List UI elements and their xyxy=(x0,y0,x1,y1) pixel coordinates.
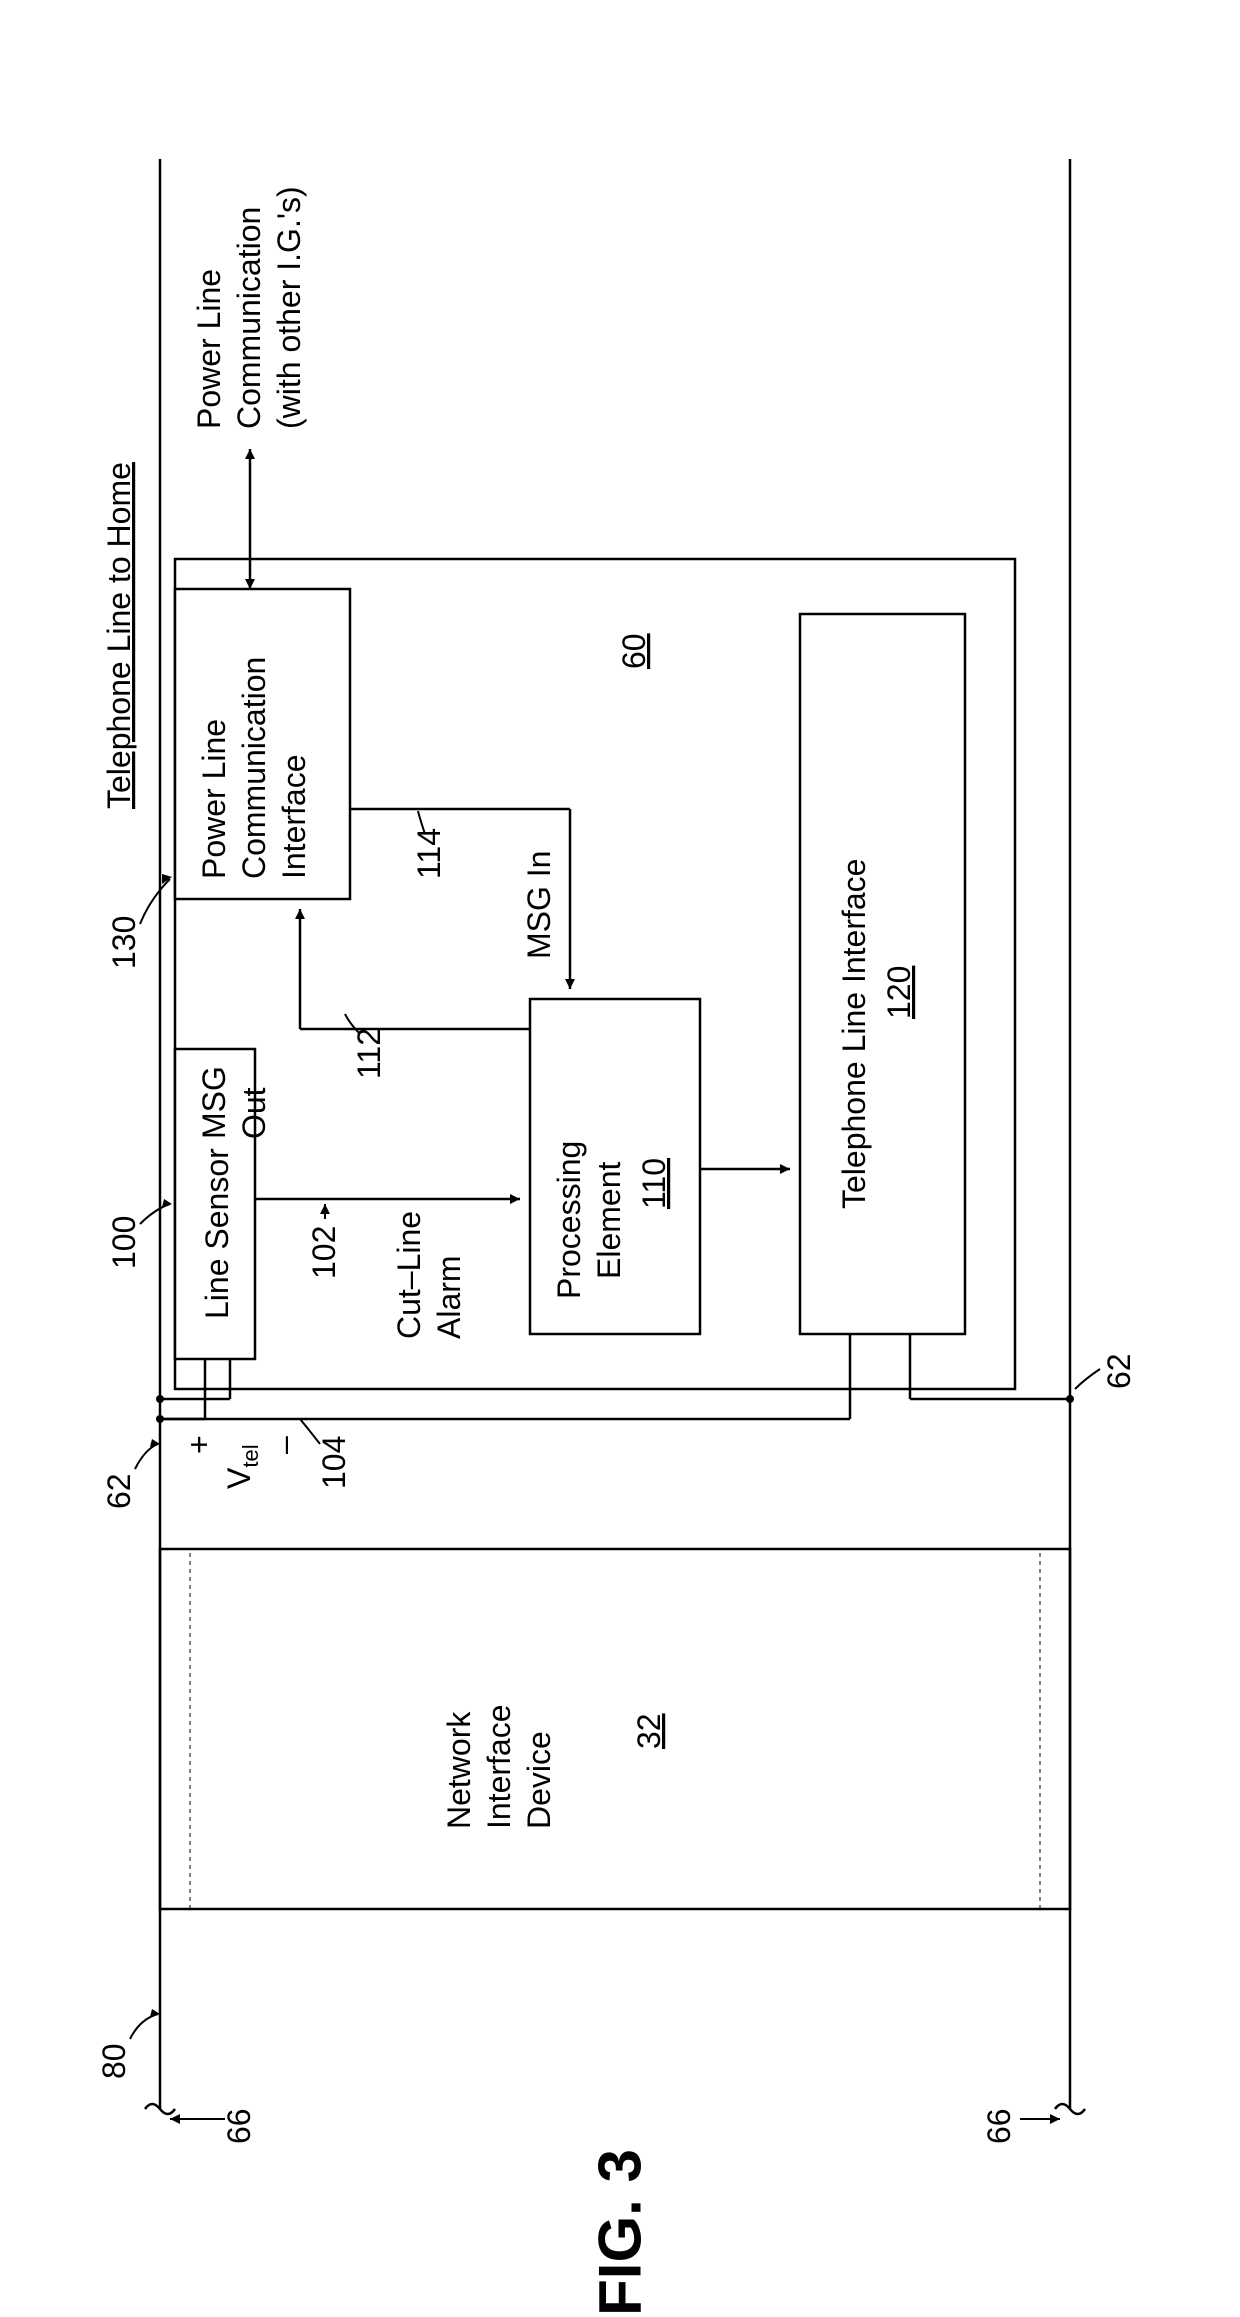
tli-text: Telephone Line Interface xyxy=(836,858,872,1208)
nid-text-1: Network xyxy=(441,1710,477,1828)
nid-text-3: Device xyxy=(521,1731,557,1829)
ref-62-bottom: 62 xyxy=(1101,1353,1137,1389)
vtel-minus: – xyxy=(266,1436,302,1454)
ref-62-top: 62 xyxy=(101,1473,137,1509)
plci-text-1: Power Line xyxy=(196,718,232,878)
ref-102: 102 xyxy=(306,1225,342,1278)
ref-66-bottom: 66 xyxy=(981,2108,1017,2144)
ref-80: 80 xyxy=(96,2043,132,2079)
alarm-text: Alarm xyxy=(431,1255,467,1339)
nid-box xyxy=(160,1549,1070,1909)
plc-label-2: Communication xyxy=(231,206,267,428)
ref-110: 110 xyxy=(636,1157,672,1208)
msg-in-text: MSG In xyxy=(521,850,557,958)
ref-120: 120 xyxy=(881,965,917,1018)
ref-112: 112 xyxy=(351,1027,387,1078)
ref-100: 100 xyxy=(106,1215,142,1268)
diagram-container: 80 66 66 Network Interface Device 32 62 … xyxy=(70,109,1170,2209)
ref-104: 104 xyxy=(316,1435,352,1488)
diagram-svg: 80 66 66 Network Interface Device 32 62 … xyxy=(70,109,1170,2209)
msg-out-2: Out xyxy=(236,1087,272,1139)
plc-label-1: Power Line xyxy=(191,268,227,428)
nid-text-2: Interface xyxy=(481,1704,517,1829)
ref-114: 114 xyxy=(411,827,447,878)
ref-66-top: 66 xyxy=(221,2108,257,2144)
title-text: Telephone Line to Home xyxy=(101,462,137,809)
ref-130: 130 xyxy=(106,915,142,968)
line-sensor-text: Line Sensor xyxy=(199,1147,235,1318)
figure-label: FIG. 3 xyxy=(586,2149,655,2316)
ref-32: 32 xyxy=(631,1713,667,1749)
plc-label-3: (with other I.G.'s) xyxy=(271,186,307,429)
leader-62 xyxy=(135,1444,158,1469)
plci-text-2: Communication xyxy=(236,656,272,878)
vtel-label: Vtel xyxy=(221,1444,263,1489)
leader-80 xyxy=(130,2014,158,2039)
plci-text-3: Interface xyxy=(276,754,312,879)
ref-60: 60 xyxy=(616,633,652,669)
proc-text-2: Element xyxy=(591,1161,627,1279)
proc-text-1: Processing xyxy=(551,1140,587,1298)
msg-out-1: MSG xyxy=(196,1066,232,1139)
cutline-text: Cut–Line xyxy=(391,1210,427,1338)
vtel-plus: + xyxy=(181,1435,217,1454)
